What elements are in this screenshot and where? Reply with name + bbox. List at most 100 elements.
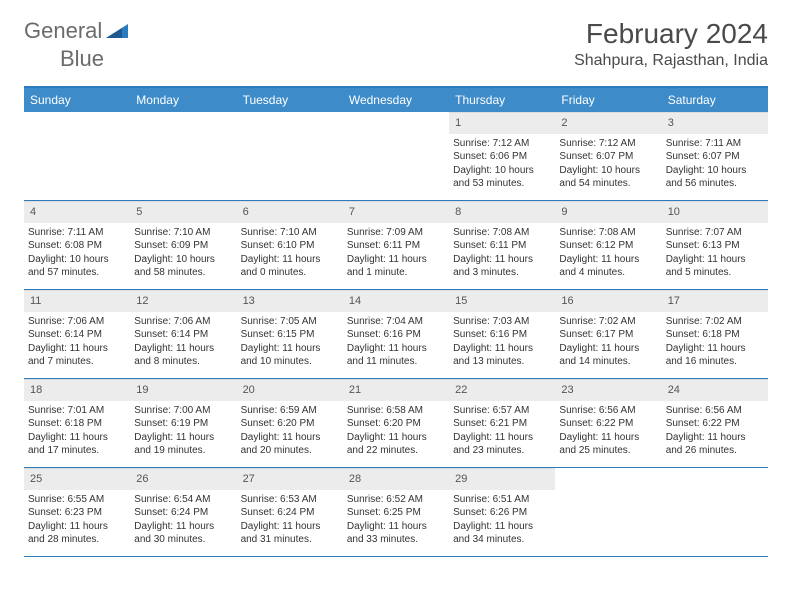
location-subtitle: Shahpura, Rajasthan, India [574,52,768,70]
day-details: Sunrise: 6:53 AMSunset: 6:24 PMDaylight:… [237,493,343,551]
sunset-text: Sunset: 6:13 PM [666,239,764,253]
sunrise-text: Sunrise: 7:02 AM [559,315,657,329]
sunset-text: Sunset: 6:24 PM [241,506,339,520]
day-details: Sunrise: 6:55 AMSunset: 6:23 PMDaylight:… [24,493,130,551]
daylight-text: Daylight: 11 hours [347,342,445,356]
day-details: Sunrise: 7:11 AMSunset: 6:08 PMDaylight:… [24,226,130,284]
day-number: 8 [449,201,555,223]
daylight-text: Daylight: 11 hours [28,431,126,445]
daylight-text: Daylight: 10 hours [453,164,551,178]
month-title: February 2024 [574,18,768,50]
day-number: 29 [449,468,555,490]
sunset-text: Sunset: 6:06 PM [453,150,551,164]
sunset-text: Sunset: 6:24 PM [134,506,232,520]
day-number: 20 [237,379,343,401]
day-number: 4 [24,201,130,223]
sunrise-text: Sunrise: 6:55 AM [28,493,126,507]
calendar-cell: 2Sunrise: 7:12 AMSunset: 6:07 PMDaylight… [555,112,661,200]
calendar-cell [555,468,661,556]
daylight-text: Daylight: 11 hours [134,520,232,534]
day-details: Sunrise: 6:54 AMSunset: 6:24 PMDaylight:… [130,493,236,551]
daylight-text: and 3 minutes. [453,266,551,280]
calendar-cell: 20Sunrise: 6:59 AMSunset: 6:20 PMDayligh… [237,379,343,467]
daylight-text: Daylight: 11 hours [347,253,445,267]
day-number: 12 [130,290,236,312]
weekday-header: Monday [130,88,236,112]
calendar-cell: 27Sunrise: 6:53 AMSunset: 6:24 PMDayligh… [237,468,343,556]
daylight-text: and 4 minutes. [559,266,657,280]
sunset-text: Sunset: 6:26 PM [453,506,551,520]
sunset-text: Sunset: 6:14 PM [28,328,126,342]
day-details: Sunrise: 7:06 AMSunset: 6:14 PMDaylight:… [130,315,236,373]
daylight-text: and 13 minutes. [453,355,551,369]
daylight-text: and 53 minutes. [453,177,551,191]
sunset-text: Sunset: 6:22 PM [666,417,764,431]
sunset-text: Sunset: 6:16 PM [453,328,551,342]
daylight-text: Daylight: 11 hours [453,431,551,445]
day-number: 10 [662,201,768,223]
calendar-cell: 12 Sunrise: 7:06 AMSunset: 6:14 PMDayligh… [130,290,236,378]
sunset-text: Sunset: 6:23 PM [28,506,126,520]
sunrise-text: Sunrise: 7:08 AM [453,226,551,240]
calendar-week: 1Sunrise: 7:12 AMSunset: 6:06 PMDaylight… [24,112,768,201]
weekday-header: Thursday [449,88,555,112]
calendar-cell: 29Sunrise: 6:51 AMSunset: 6:26 PMDayligh… [449,468,555,556]
daylight-text: and 14 minutes. [559,355,657,369]
title-block: February 2024 Shahpura, Rajasthan, India [574,18,768,70]
calendar-cell: 23Sunrise: 6:56 AMSunset: 6:22 PMDayligh… [555,379,661,467]
calendar-cell: 24Sunrise: 6:56 AMSunset: 6:22 PMDayligh… [662,379,768,467]
day-details: Sunrise: 7:03 AMSunset: 6:16 PMDaylight:… [449,315,555,373]
calendar-cell: 26Sunrise: 6:54 AMSunset: 6:24 PMDayligh… [130,468,236,556]
sunrise-text: Sunrise: 7:12 AM [559,137,657,151]
sunset-text: Sunset: 6:11 PM [347,239,445,253]
sunrise-text: Sunrise: 6:51 AM [453,493,551,507]
sunset-text: Sunset: 6:09 PM [134,239,232,253]
daylight-text: and 1 minute. [347,266,445,280]
day-number: 16 [555,290,661,312]
day-details: Sunrise: 7:02 AMSunset: 6:17 PMDaylight:… [555,315,661,373]
daylight-text: Daylight: 11 hours [666,431,764,445]
calendar-cell [343,112,449,200]
day-number: 6 [237,201,343,223]
daylight-text: Daylight: 10 hours [666,164,764,178]
calendar: Sunday Monday Tuesday Wednesday Thursday… [24,86,768,557]
daylight-text: Daylight: 11 hours [666,342,764,356]
sunrise-text: Sunrise: 7:10 AM [134,226,232,240]
sunset-text: Sunset: 6:18 PM [666,328,764,342]
sunrise-text: Sunrise: 7:00 AM [134,404,232,418]
day-number: 25 [24,468,130,490]
daylight-text: and 28 minutes. [28,533,126,547]
calendar-week: 25Sunrise: 6:55 AMSunset: 6:23 PMDayligh… [24,468,768,557]
logo-triangle-icon [106,20,128,43]
day-details: Sunrise: 7:08 AMSunset: 6:12 PMDaylight:… [555,226,661,284]
daylight-text: and 57 minutes. [28,266,126,280]
daylight-text: and 33 minutes. [347,533,445,547]
calendar-cell: 6Sunrise: 7:10 AMSunset: 6:10 PMDaylight… [237,201,343,289]
sunset-text: Sunset: 6:21 PM [453,417,551,431]
calendar-cell: 21 Sunrise: 6:58 AMSunset: 6:20 PMDayligh… [343,379,449,467]
sunrise-text: Sunrise: 6:54 AM [134,493,232,507]
calendar-cell: 10 Sunrise: 7:07 AMSunset: 6:13 PMDayligh… [662,201,768,289]
daylight-text: Daylight: 11 hours [134,342,232,356]
day-details: Sunrise: 7:09 AMSunset: 6:11 PMDaylight:… [343,226,449,284]
daylight-text: and 26 minutes. [666,444,764,458]
day-details: Sunrise: 6:58 AMSunset: 6:20 PMDaylight:… [343,404,449,462]
sunset-text: Sunset: 6:22 PM [559,417,657,431]
calendar-cell: 17Sunrise: 7:02 AMSunset: 6:18 PMDayligh… [662,290,768,378]
sunset-text: Sunset: 6:11 PM [453,239,551,253]
sunrise-text: Sunrise: 6:56 AM [666,404,764,418]
daylight-text: Daylight: 11 hours [453,253,551,267]
day-number: 21 [343,379,449,401]
calendar-cell: 22Sunrise: 6:57 AMSunset: 6:21 PMDayligh… [449,379,555,467]
sunset-text: Sunset: 6:16 PM [347,328,445,342]
daylight-text: Daylight: 11 hours [241,342,339,356]
daylight-text: and 8 minutes. [134,355,232,369]
calendar-cell: 9Sunrise: 7:08 AMSunset: 6:12 PMDaylight… [555,201,661,289]
daylight-text: Daylight: 11 hours [453,342,551,356]
day-number: 5 [130,201,236,223]
day-details: Sunrise: 6:57 AMSunset: 6:21 PMDaylight:… [449,404,555,462]
day-details: Sunrise: 7:07 AMSunset: 6:13 PMDaylight:… [662,226,768,284]
day-number: 2 [555,112,661,134]
daylight-text: and 25 minutes. [559,444,657,458]
day-details: Sunrise: 6:56 AMSunset: 6:22 PMDaylight:… [662,404,768,462]
